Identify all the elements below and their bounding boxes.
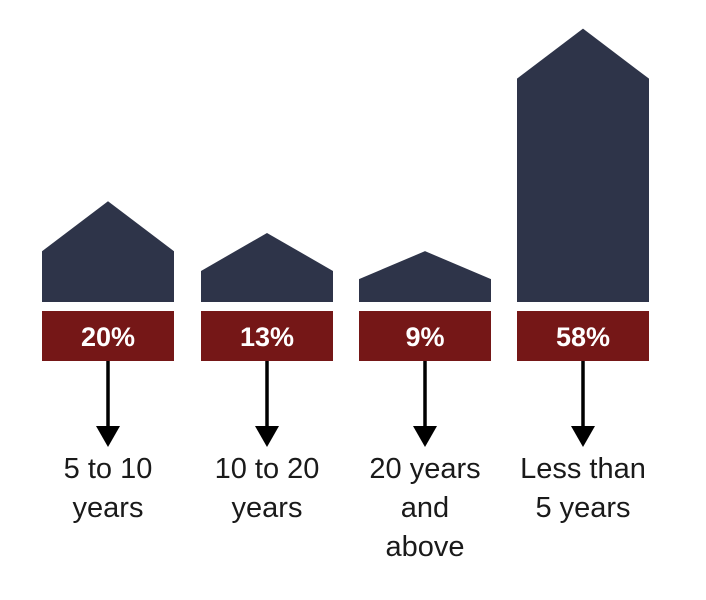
value-band-4 bbox=[517, 311, 649, 361]
value-band-1 bbox=[42, 311, 174, 361]
arrows bbox=[96, 361, 595, 447]
category-label-1: 5 to 10 years bbox=[64, 453, 153, 524]
arrow-head-2 bbox=[255, 426, 279, 447]
value-band-3 bbox=[359, 311, 491, 361]
category-label-3: 20 years and above bbox=[369, 453, 480, 563]
category-label-2: 10 to 20 years bbox=[215, 453, 320, 524]
value-label-3: 9% bbox=[405, 322, 444, 352]
arrow-head-3 bbox=[413, 426, 437, 447]
value-label-bands: 20% 13% 9% 58% bbox=[42, 311, 649, 361]
house-bars bbox=[42, 28, 649, 303]
house-bar-4 bbox=[517, 28, 649, 303]
category-labels: 5 to 10 years 10 to 20 years 20 years and abov… bbox=[64, 453, 646, 563]
house-bar-2 bbox=[201, 232, 333, 302]
category-label-4: Less than 5 years bbox=[520, 453, 646, 524]
arrow-head-1 bbox=[96, 426, 120, 447]
arrow-head-4 bbox=[571, 426, 595, 447]
value-band-2 bbox=[201, 311, 333, 361]
house-bar-3 bbox=[359, 251, 491, 302]
value-label-2: 13% bbox=[240, 322, 294, 352]
value-label-1: 20% bbox=[81, 322, 135, 352]
value-label-4: 58% bbox=[556, 322, 610, 352]
house-bar-1 bbox=[42, 201, 174, 302]
